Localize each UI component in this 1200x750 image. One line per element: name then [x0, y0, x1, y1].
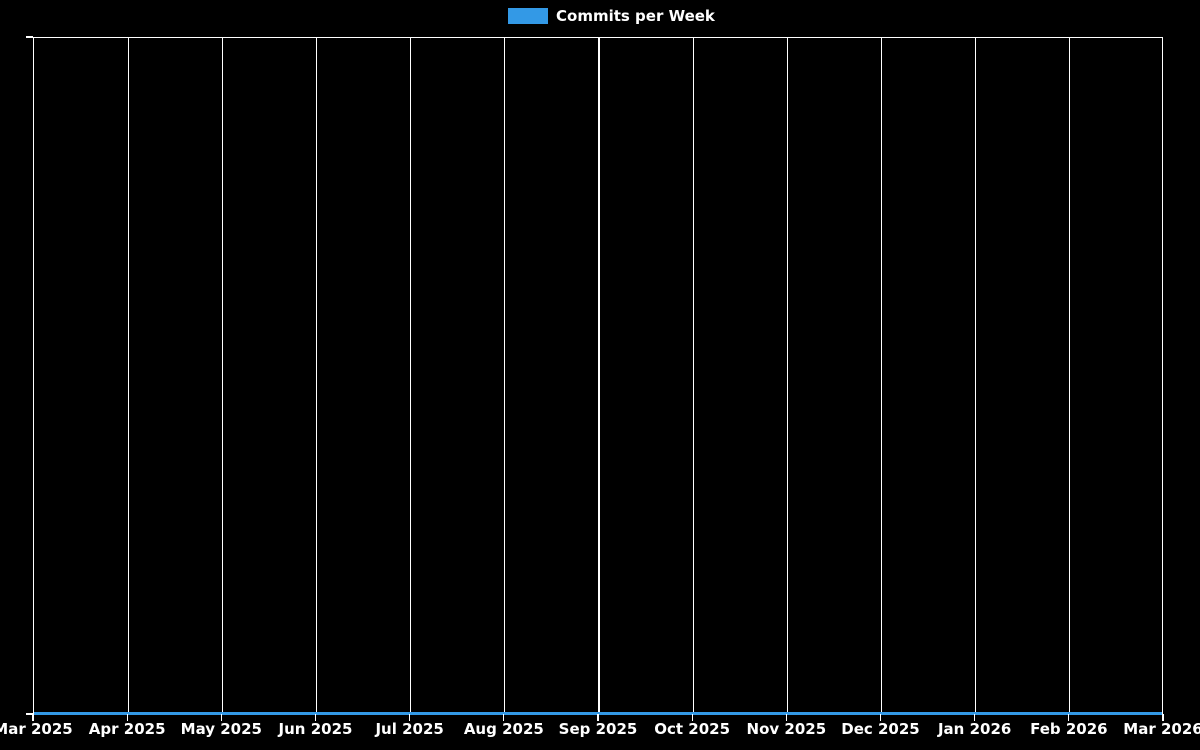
x-axis-tick-mark — [220, 714, 222, 721]
x-axis-tick-label: Aug 2025 — [463, 720, 544, 738]
x-axis-tick-label: Mar 2026 — [1123, 720, 1200, 738]
plot-area — [33, 37, 1163, 715]
x-axis-tick-mark — [879, 714, 882, 721]
gridline-vertical — [975, 38, 977, 714]
x-axis-tick-mark — [314, 714, 317, 721]
x-axis-tick-mark — [503, 714, 505, 721]
legend-swatch-commits-per-week — [508, 8, 548, 24]
legend-label-commits-per-week: Commits per Week — [556, 6, 715, 25]
y-axis-tick-mark — [26, 713, 33, 715]
chart-legend: Commits per Week — [508, 4, 715, 28]
x-axis-tick-mark — [785, 714, 787, 721]
x-axis-tick-label: Mar 2025 — [0, 720, 73, 738]
y-axis-tick-mark — [26, 36, 33, 38]
x-axis-tick-mark — [1068, 714, 1070, 721]
x-axis-tick-mark — [974, 714, 976, 721]
gridline-vertical — [315, 38, 318, 714]
x-axis-tick-mark — [1162, 714, 1164, 721]
gridline-vertical — [504, 38, 506, 714]
x-axis-tick-mark — [32, 714, 34, 721]
x-axis-tick-mark — [409, 714, 411, 721]
series-line-commits-per-week — [34, 712, 1162, 715]
gridline-vertical — [692, 38, 694, 714]
x-axis-tick-mark — [597, 714, 599, 721]
x-axis-tick-mark — [691, 714, 693, 721]
gridline-vertical — [880, 38, 883, 714]
gridline-vertical — [221, 38, 223, 714]
gridline-vertical — [1069, 38, 1071, 714]
x-axis-tick-label: Dec 2025 — [841, 720, 920, 738]
gridline-vertical — [786, 38, 788, 714]
x-axis-tick-label: Jun 2025 — [278, 720, 353, 738]
x-axis-tick-label: Oct 2025 — [654, 720, 731, 738]
x-axis-tick-label: Sep 2025 — [558, 720, 638, 738]
x-axis-tick-mark — [126, 714, 128, 721]
x-axis-tick-label: Apr 2025 — [88, 720, 166, 738]
x-axis-tick-label: Feb 2026 — [1030, 720, 1108, 738]
x-axis-tick-label: Jan 2026 — [937, 720, 1012, 738]
gridline-vertical — [410, 38, 412, 714]
x-axis-tick-label: Jul 2025 — [375, 720, 444, 738]
x-axis-tick-label: May 2025 — [180, 720, 262, 738]
gridline-vertical — [598, 38, 600, 714]
gridline-vertical — [127, 38, 129, 714]
x-axis-tick-label: Nov 2025 — [746, 720, 827, 738]
